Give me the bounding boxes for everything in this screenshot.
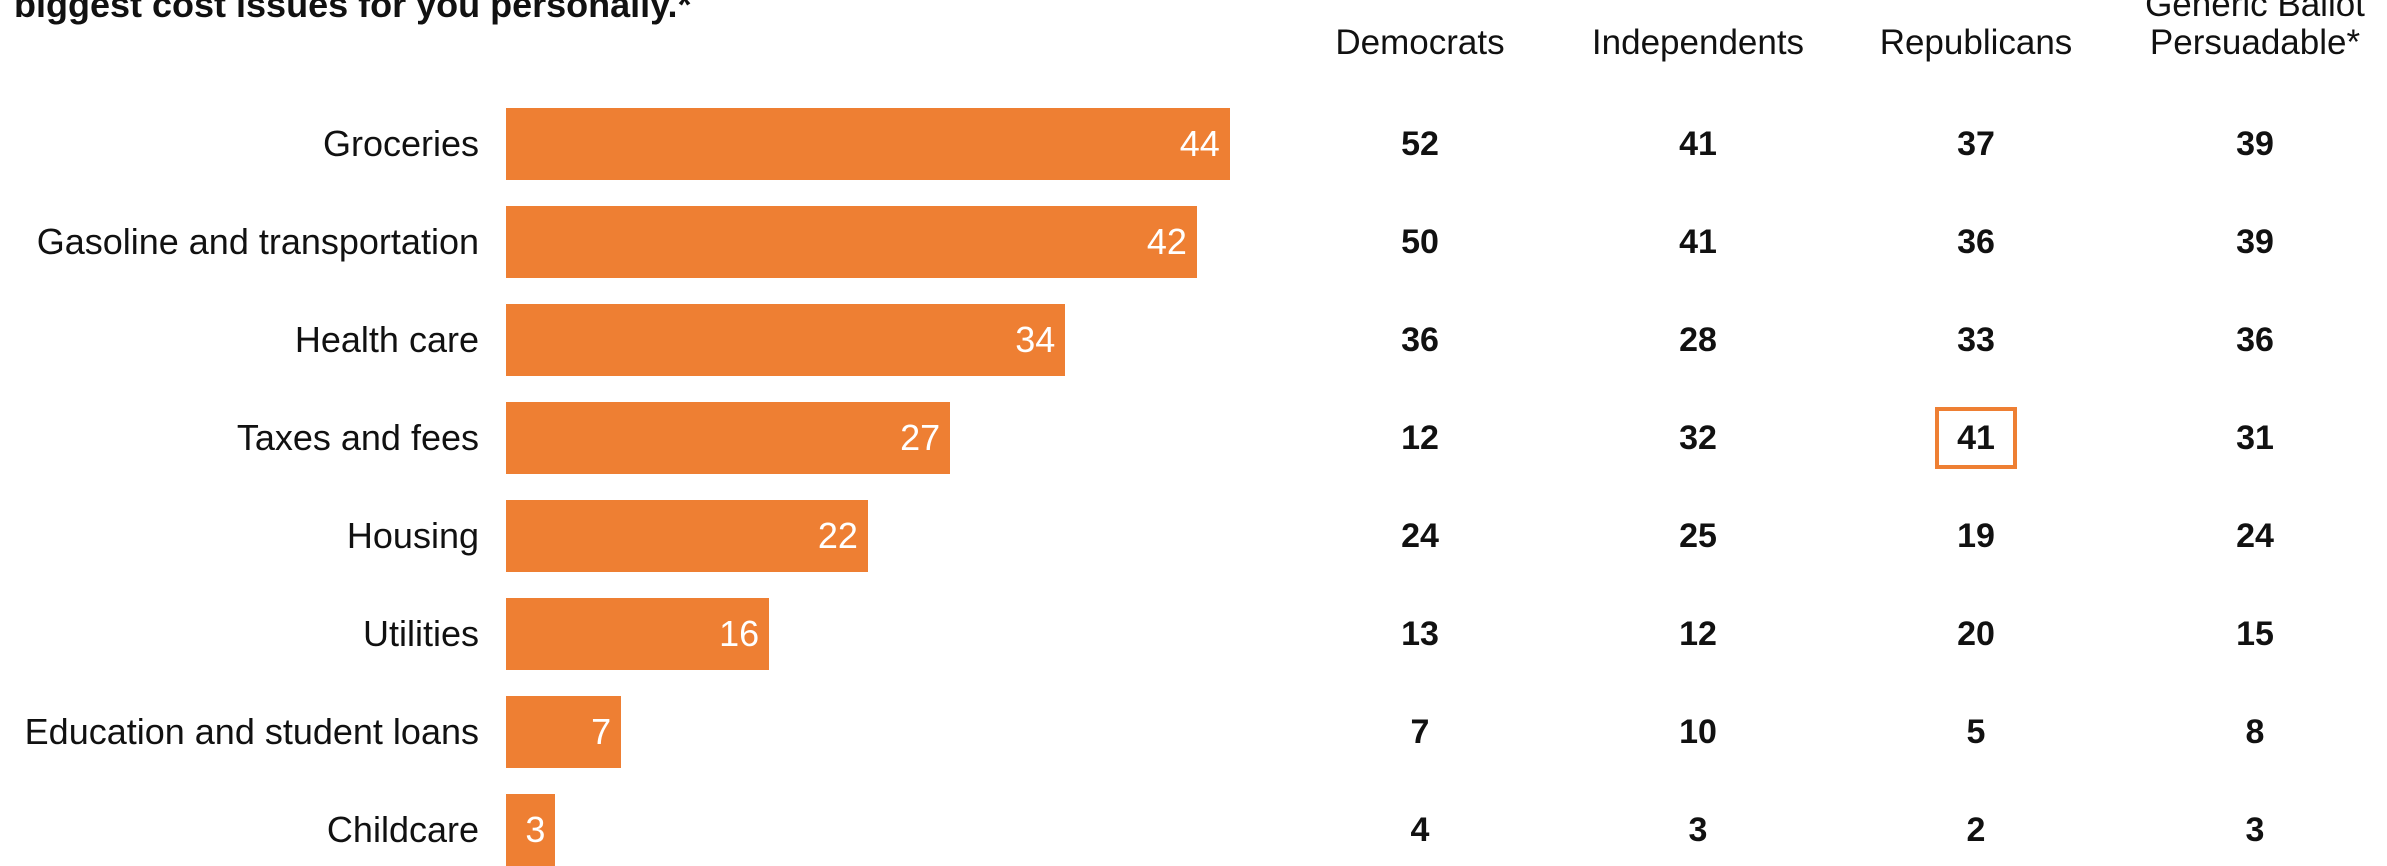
table-cell: 12 (1679, 615, 1717, 653)
table-cell: 15 (2236, 615, 2274, 653)
category-label: Housing (346, 515, 479, 556)
table-cell: 4 (1410, 811, 1430, 849)
bar-value-label: 27 (900, 417, 941, 458)
table-cell: 39 (2236, 125, 2274, 163)
column-header-line: Republicans (1879, 23, 2073, 62)
table-cell: 37 (1957, 125, 1995, 163)
table-cell: 41 (1679, 223, 1717, 261)
table-cell: 3 (1688, 811, 1708, 849)
bar: 22 (506, 500, 868, 572)
table-cell: 12 (1401, 419, 1439, 457)
bar: 16 (506, 598, 770, 670)
bar-value-label: 3 (525, 809, 546, 850)
bar-value-label: 44 (1179, 123, 1220, 164)
table-cell: 3 (2245, 811, 2265, 849)
table-cell: 25 (1679, 517, 1717, 555)
column-header: Democrats (1270, 24, 1570, 62)
bar: 3 (506, 794, 556, 866)
table-cell: 36 (1401, 321, 1439, 359)
bar: 42 (506, 206, 1197, 278)
table-cell: 31 (2236, 419, 2274, 457)
bar-value-label: 7 (591, 711, 612, 752)
column-header: Independents (1548, 24, 1848, 62)
bar: 44 (506, 108, 1230, 180)
table-cell: 5 (1966, 713, 1986, 751)
bar-value-label: 16 (719, 613, 760, 654)
category-label: Childcare (326, 809, 479, 850)
table-cell: 41 (1957, 419, 1995, 457)
bar: 34 (506, 304, 1066, 376)
table-cell: 36 (1957, 223, 1995, 261)
highlight-box (1935, 407, 2017, 469)
table-cell: 36 (2236, 321, 2274, 359)
table-cell: 10 (1679, 713, 1717, 751)
bar-value-label: 22 (817, 515, 858, 556)
column-header-line: Independents (1591, 23, 1805, 62)
category-label: Taxes and fees (236, 417, 479, 458)
table-cell: 8 (2245, 713, 2265, 751)
bar: 7 (506, 696, 622, 768)
table-cell: 24 (2236, 517, 2274, 555)
column-header: Generic Ballot Persuadable* (2105, 0, 2387, 62)
column-header-line: Generic Ballot (2145, 0, 2365, 24)
column-header-line: Persuadable* (2149, 23, 2361, 62)
table-cell: 32 (1679, 419, 1717, 457)
table-cell: 39 (2236, 223, 2274, 261)
bar: 27 (506, 402, 951, 474)
table-cell: 28 (1679, 321, 1717, 359)
category-label: Education and student loans (24, 711, 479, 752)
chart-title: biggest cost issues for you personally.* (14, 0, 692, 25)
table-cell: 33 (1957, 321, 1995, 359)
table-cell: 24 (1401, 517, 1439, 555)
table-cell: 19 (1957, 517, 1995, 555)
table-cell: 52 (1401, 125, 1439, 163)
column-header: Republicans (1826, 24, 2126, 62)
category-label: Utilities (362, 613, 479, 654)
column-header-line: Democrats (1335, 23, 1505, 62)
bar-value-label: 34 (1015, 319, 1056, 360)
table-cell: 13 (1401, 615, 1439, 653)
table-cell: 7 (1410, 713, 1430, 751)
table-cell: 50 (1401, 223, 1439, 261)
table-cell: 20 (1957, 615, 1995, 653)
bar-value-label: 42 (1146, 221, 1187, 262)
category-label: Gasoline and transportation (36, 221, 479, 262)
category-label: Groceries (322, 123, 479, 164)
table-cell: 2 (1966, 811, 1986, 849)
category-label: Health care (294, 319, 479, 360)
table-cell: 41 (1679, 125, 1717, 163)
